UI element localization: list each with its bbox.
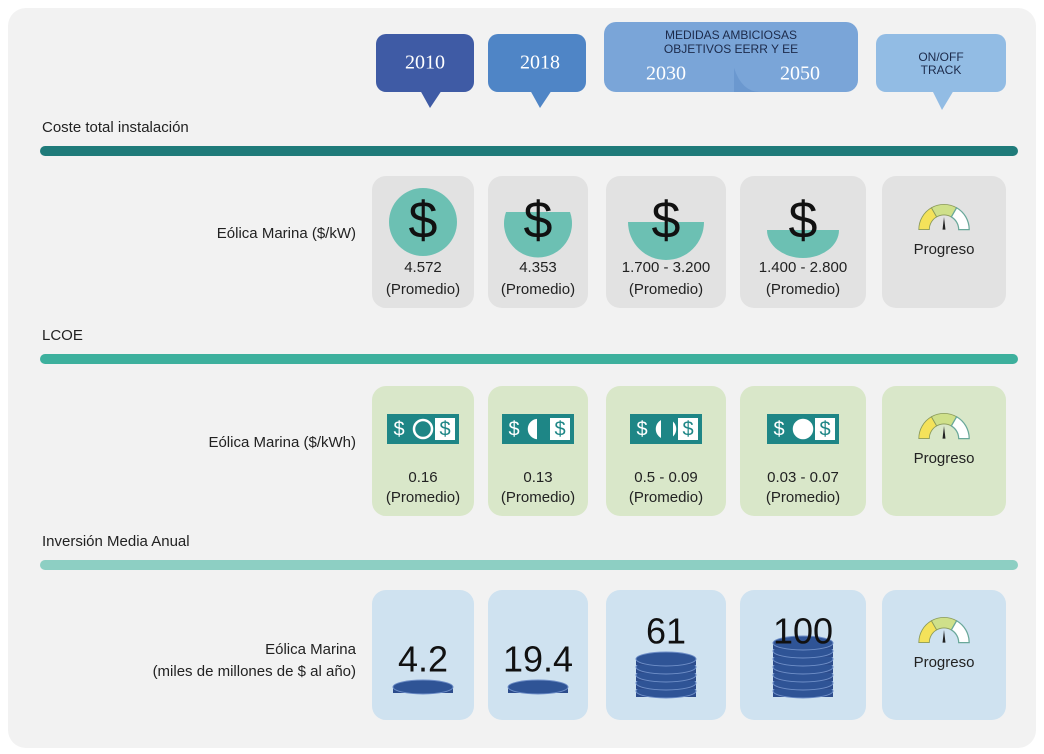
progress-label: Progreso	[914, 654, 975, 671]
cell-value: 1.700 - 3.200	[622, 259, 710, 276]
bubble	[604, 22, 858, 92]
row-label: Eólica Marina ($/kWh)	[208, 434, 356, 451]
bill-symbol: $	[554, 418, 565, 440]
cell-note: (Promedio)	[386, 281, 460, 298]
section-bar	[40, 560, 1018, 570]
track-line: TRACK	[921, 63, 962, 77]
bill-coin-shade	[661, 418, 673, 440]
coin	[392, 679, 454, 695]
year: 2030	[646, 63, 686, 85]
section-title: Coste total instalación	[42, 119, 189, 136]
row-label: Eólica Marina ($/kW)	[217, 225, 356, 242]
cell	[882, 386, 1006, 516]
bill-symbol: $	[508, 418, 519, 440]
bill-symbol: $	[682, 418, 693, 440]
section-title: LCOE	[42, 327, 83, 344]
section-title: Inversión Media Anual	[42, 533, 190, 550]
bill-coin-shade	[537, 418, 549, 440]
dollar-symbol: $	[524, 192, 553, 250]
heading-line: MEDIDAS AMBICIOSAS	[665, 28, 797, 42]
bubble	[488, 34, 586, 92]
cell	[882, 176, 1006, 308]
year: 2010	[405, 52, 445, 74]
bill-stub	[550, 418, 570, 440]
bill-coin	[792, 418, 814, 440]
bill-symbol: $	[773, 418, 784, 440]
cell-value: 4.353	[519, 259, 557, 276]
bill-symbol: $	[393, 418, 404, 440]
cell-note: (Promedio)	[629, 489, 703, 506]
cell-value: 19.4	[503, 639, 573, 680]
cell-value: 0.03 - 0.07	[767, 469, 839, 486]
dollar-icon	[628, 222, 704, 260]
bill-stub	[678, 418, 698, 440]
coin	[772, 635, 834, 651]
row-label: Eólica Marina	[265, 641, 357, 658]
dollar-symbol: $	[652, 192, 681, 250]
dollar-symbol: $	[789, 192, 818, 250]
cell-note: (Promedio)	[501, 489, 575, 506]
bill-coin	[412, 418, 434, 440]
progress-label: Progreso	[914, 450, 975, 467]
bubble	[376, 34, 474, 92]
cell-value: 0.16	[408, 469, 437, 486]
year: 2050	[780, 63, 820, 85]
cell-value: 4.2	[398, 639, 448, 680]
coin	[507, 679, 569, 695]
cell-value: 1.400 - 2.800	[759, 259, 847, 276]
cell-value: 0.13	[523, 469, 552, 486]
heading-line: OBJETIVOS EERR Y EE	[664, 42, 798, 56]
cell-value: 0.5 - 0.09	[634, 469, 697, 486]
header: 2010 2018 MEDIDAS AMBICIOSAS OBJETIVOS E…	[376, 22, 1006, 110]
section-bar	[40, 354, 1018, 364]
cell-note: (Promedio)	[386, 489, 460, 506]
cell-value: 61	[646, 611, 686, 652]
dollar-icon	[389, 188, 457, 256]
cell-note: (Promedio)	[766, 489, 840, 506]
track-line: ON/OFF	[918, 50, 963, 64]
dollar-icon	[504, 212, 572, 258]
bill-symbol: $	[636, 418, 647, 440]
progress-label: Progreso	[914, 241, 975, 258]
cell-note: (Promedio)	[629, 281, 703, 298]
cell-note: (Promedio)	[501, 281, 575, 298]
coin	[635, 651, 697, 667]
bill-stub	[435, 418, 455, 440]
dollar-icon	[767, 230, 839, 258]
cell-value: 4.572	[404, 259, 442, 276]
bubble-tail	[932, 90, 954, 110]
cell-note: (Promedio)	[766, 281, 840, 298]
bubble	[876, 34, 1006, 92]
bill-symbol: $	[819, 418, 830, 440]
cell	[882, 590, 1006, 720]
bill-symbol: $	[439, 418, 450, 440]
bill-stub	[815, 418, 835, 440]
row-label: (miles de millones de $ al año)	[153, 663, 356, 680]
bubble-notch	[734, 68, 760, 92]
bubble-tail	[530, 90, 552, 108]
year: 2018	[520, 52, 560, 74]
dollar-symbol: $	[409, 192, 438, 250]
bubble-tail	[420, 90, 442, 108]
cell-value: 100	[773, 611, 833, 652]
section-bar	[40, 146, 1018, 156]
